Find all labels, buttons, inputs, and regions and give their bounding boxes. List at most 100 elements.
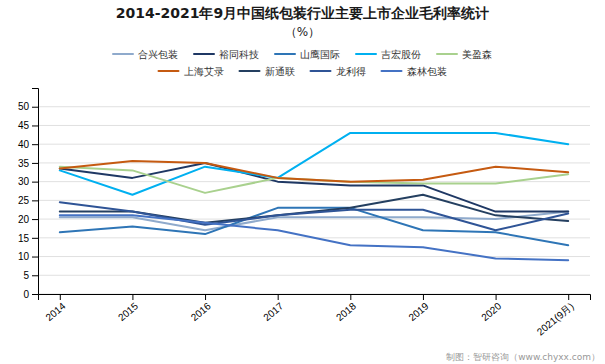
x-tick-mark <box>60 294 61 300</box>
legend-item: 山鹰国际 <box>275 49 340 60</box>
y-tick-label: 45 <box>18 120 30 131</box>
y-tick-mark <box>32 182 38 183</box>
legend-label: 吉宏股份 <box>381 49 421 60</box>
y-tick-label: 30 <box>18 176 30 187</box>
series-line <box>60 163 568 212</box>
x-tick-label: 2019 <box>407 300 431 323</box>
footer: 制图：智研咨询（www.chyxx.com） <box>446 352 600 362</box>
title: 2014-2021年9月中国纸包装行业主要上市企业毛利率统计 <box>116 5 489 21</box>
y-tick: 5 <box>23 270 38 281</box>
legend-swatch <box>356 53 376 55</box>
chart-svg: 2014-2021年9月中国纸包装行业主要上市企业毛利率统计 （%） 合兴包装 裕同科… <box>0 0 605 364</box>
y-tick: 45 <box>18 120 38 131</box>
x-tick-mark <box>132 294 133 300</box>
x-tick-mark <box>350 294 351 300</box>
grid-line <box>38 106 590 107</box>
x-tick: 2015 <box>116 294 140 323</box>
legend-row: 上海艾录 新通联 龙利得 森林包装 <box>159 66 447 77</box>
lines <box>60 133 568 260</box>
y-tick-label: 25 <box>18 195 30 206</box>
y-tick-label: 50 <box>18 101 30 112</box>
legend-swatch <box>382 70 402 72</box>
y-tick: 25 <box>18 195 38 206</box>
legend-swatch <box>240 70 260 72</box>
x-tick-label: 2021(9月) <box>535 300 576 337</box>
legend-swatch <box>311 70 331 72</box>
y-axis: 0 5 10 15 20 25 30 35 40 45 50 <box>18 89 39 300</box>
y-tick-mark <box>32 257 38 258</box>
legend-swatch <box>275 53 295 55</box>
y-tick: 35 <box>18 158 38 169</box>
x-tick: 2016 <box>189 294 213 323</box>
x-tick-label: 2014 <box>43 300 67 323</box>
legend-label: 上海艾录 <box>184 66 224 77</box>
legend-label: 山鹰国际 <box>300 49 340 60</box>
y-tick-label: 5 <box>23 270 29 281</box>
x-tick-label: 2020 <box>479 300 503 323</box>
legend-item: 上海艾录 <box>159 66 224 77</box>
legend-label: 龙利得 <box>336 66 366 77</box>
y-tick-mark <box>32 144 38 145</box>
y-tick-label: 40 <box>18 139 30 150</box>
x-tick-mark <box>496 294 497 300</box>
x-tick: 2018 <box>334 294 358 323</box>
x-tick-label: 2015 <box>116 300 140 323</box>
y-tick-label: 20 <box>18 214 30 225</box>
x-tick: 2019 <box>407 294 431 323</box>
legend-row: 合兴包装 裕同科技 山鹰国际 吉宏股份 美盈森 <box>113 49 492 60</box>
subtitle: （%） <box>285 25 320 39</box>
grid-line <box>38 256 590 257</box>
x-tick-label: 2016 <box>189 300 213 323</box>
grid-line <box>38 144 590 145</box>
series-line <box>60 133 568 195</box>
legend-label: 裕同科技 <box>219 49 259 60</box>
y-tick: 0 <box>23 289 38 300</box>
grid-line <box>38 275 590 276</box>
y-tick-label: 10 <box>18 251 30 262</box>
legend-swatch <box>113 53 133 55</box>
legend-label: 新通联 <box>265 66 295 77</box>
y-tick: 10 <box>18 251 38 262</box>
y-tick-mark <box>32 238 38 239</box>
y-tick-mark <box>32 219 38 220</box>
y-tick-mark <box>32 200 38 201</box>
legend-item: 森林包装 <box>382 66 447 77</box>
legend: 合兴包装 裕同科技 山鹰国际 吉宏股份 美盈森上海艾录 新通联 龙利得 森林包装 <box>113 49 492 77</box>
legend-label: 美盈森 <box>462 49 492 60</box>
legend-label: 合兴包装 <box>138 49 178 60</box>
legend-item: 合兴包装 <box>113 49 178 60</box>
y-tick: 15 <box>18 233 38 244</box>
y-tick-label: 0 <box>23 289 29 300</box>
y-tick-mark <box>32 125 38 126</box>
x-tick: 2021(9月) <box>535 294 576 337</box>
legend-swatch <box>159 70 179 72</box>
y-axis-line <box>32 89 39 295</box>
x-tick-label: 2017 <box>261 300 285 323</box>
legend-label: 森林包装 <box>407 66 447 77</box>
y-tick-mark <box>32 294 38 295</box>
x-axis: 2014 2015 2016 2017 2018 2019 2020 2021(9月) <box>39 294 591 337</box>
grid-line <box>38 125 590 126</box>
y-tick-mark <box>32 275 38 276</box>
series-line <box>60 215 568 260</box>
y-tick: 30 <box>18 176 38 187</box>
series-line <box>60 161 568 182</box>
grid-line <box>38 200 590 201</box>
y-tick-label: 35 <box>18 158 30 169</box>
x-tick: 2020 <box>479 294 503 323</box>
x-tick-mark <box>278 294 279 300</box>
y-tick-mark <box>32 107 38 108</box>
legend-item: 美盈森 <box>437 49 492 60</box>
x-tick-label: 2018 <box>334 300 358 323</box>
y-tick-label: 15 <box>18 233 30 244</box>
legend-item: 新通联 <box>240 66 295 77</box>
x-tick-mark <box>205 294 206 300</box>
x-tick-mark <box>568 294 569 300</box>
y-tick: 20 <box>18 214 38 225</box>
plot-area: 0 5 10 15 20 25 30 35 40 45 50 2014 2015 2016 2017 2018… <box>18 89 591 338</box>
legend-item: 裕同科技 <box>194 49 259 60</box>
legend-swatch <box>437 53 457 55</box>
y-tick: 50 <box>18 101 38 112</box>
legend-item: 吉宏股份 <box>356 49 421 60</box>
x-tick: 2014 <box>43 294 67 323</box>
